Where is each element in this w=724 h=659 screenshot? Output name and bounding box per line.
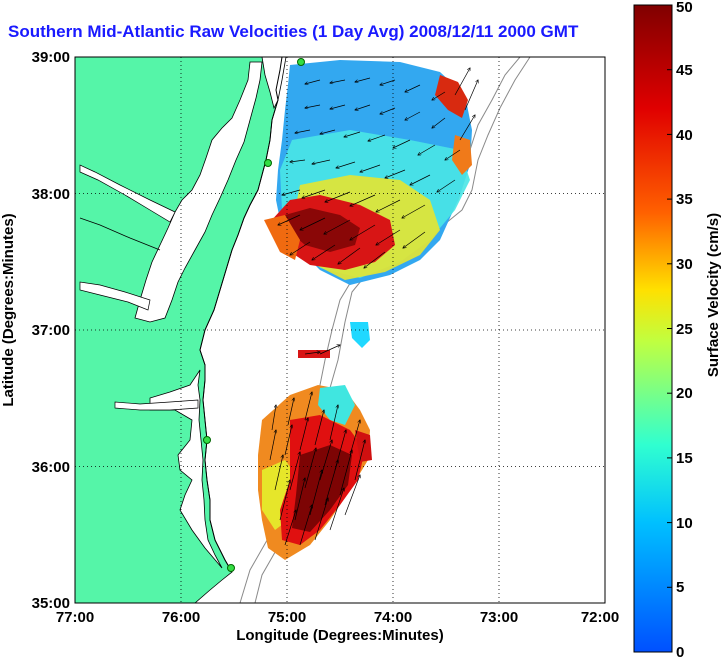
station-hatteras-marker	[227, 564, 235, 572]
x-tick-label: 72:00	[581, 609, 619, 626]
colorbar-tick-label: 15	[676, 450, 693, 467]
x-tick-label: 76:00	[162, 609, 200, 626]
northern-current-field	[264, 60, 472, 285]
coastline	[199, 57, 283, 573]
colorbar-tick-label: 50	[676, 0, 693, 16]
y-tick-label: 38:00	[32, 186, 70, 203]
velocity-arrows	[269, 68, 478, 546]
x-tick-label: 74:00	[374, 609, 412, 626]
colorbar-tick-label: 20	[676, 385, 693, 402]
mid-red-patch	[298, 350, 330, 358]
colorbar	[633, 4, 673, 653]
colorbar-label: Surface Velocity (cm/s)	[705, 213, 722, 377]
colorbar-tick-label: 35	[676, 191, 693, 208]
colorbar-tick-label: 5	[676, 579, 684, 596]
y-axis-label: Latitude (Degrees:Minutes)	[0, 213, 17, 406]
y-tick-label: 36:00	[32, 459, 70, 476]
north-region-ne-orange	[452, 135, 472, 175]
y-axis-ticks: 39:00 38:00 37:00 36:00 35:00	[32, 49, 70, 612]
x-tick-label: 73:00	[480, 609, 518, 626]
map-title: Southern Mid-Atlantic Raw Velocities (1 …	[8, 22, 579, 41]
station-duck-marker	[203, 436, 211, 444]
x-axis-ticks: 77:00 76:00 75:00 74:00 73:00 72:00	[56, 609, 619, 626]
colorbar-tick-label: 30	[676, 256, 693, 273]
colorbar-ticks	[667, 4, 672, 653]
colorbar-tick-label: 40	[676, 127, 693, 144]
y-tick-label: 39:00	[32, 49, 70, 66]
albemarle-sound	[114, 399, 199, 411]
plot-frame	[74, 56, 606, 604]
mid-cyan-patch	[350, 322, 370, 348]
station-markers	[203, 58, 305, 572]
y-tick-label: 37:00	[32, 322, 70, 339]
station-cape-henlopen-marker	[264, 159, 272, 167]
chesapeake-bay	[134, 61, 263, 323]
rappahannock-river	[79, 217, 161, 251]
southern-current-field	[258, 385, 372, 560]
north-region-darkred	[285, 208, 360, 252]
x-tick-label: 77:00	[56, 609, 94, 626]
x-axis-label: Longitude (Degrees:Minutes)	[236, 627, 444, 644]
station-north-marker	[297, 58, 305, 66]
y-tick-label: 35:00	[32, 595, 70, 612]
colorbar-tick-label: 0	[676, 644, 684, 659]
colorbar-tick-label: 10	[676, 515, 693, 532]
north-region-sw-orange	[264, 215, 300, 260]
colorbar-tick-labels: 0 5 10 15 20 25 30 35 40 45 50	[676, 0, 693, 659]
james-river	[79, 281, 151, 311]
x-tick-label: 75:00	[268, 609, 306, 626]
colorbar-tick-label: 45	[676, 62, 693, 79]
map-grid	[75, 57, 605, 603]
colorbar-tick-label: 25	[676, 321, 693, 338]
